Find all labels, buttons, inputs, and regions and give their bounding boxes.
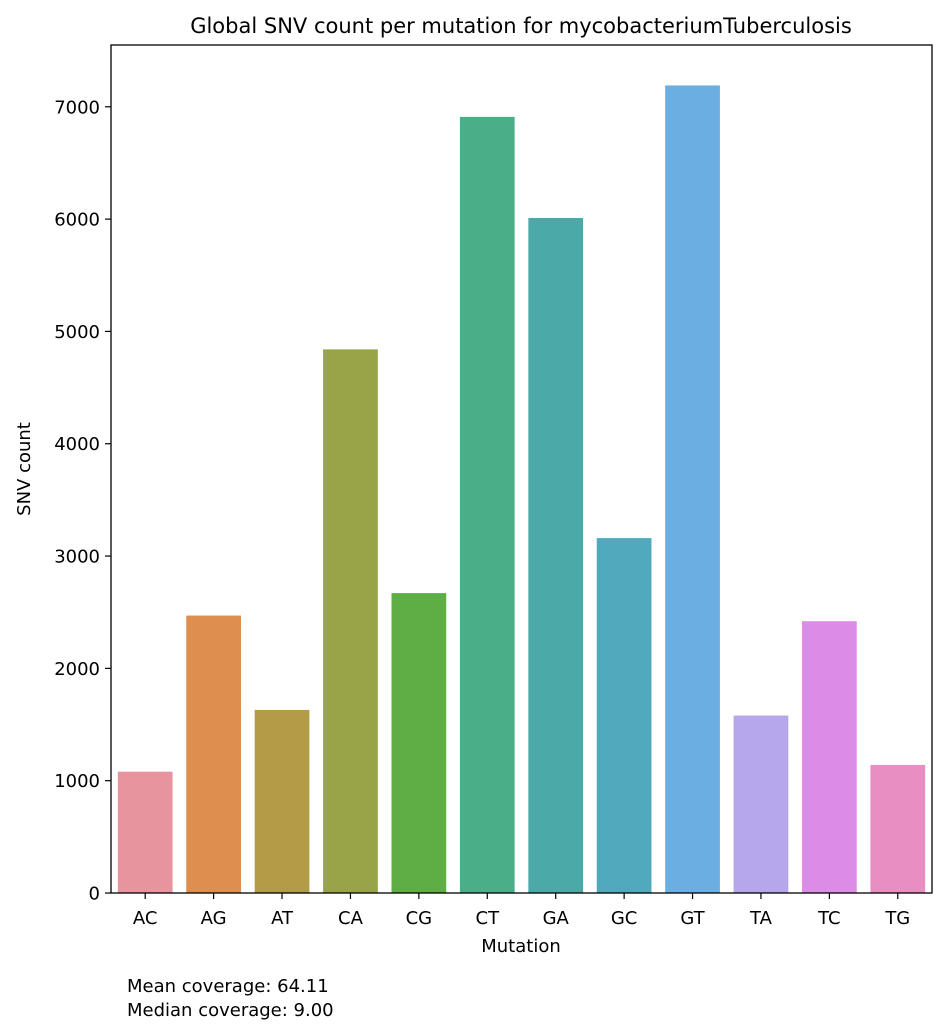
x-axis-label: Mutation (481, 936, 561, 957)
x-tick-label: AT (271, 908, 294, 929)
bar-cg (391, 593, 447, 893)
y-tick-label: 1000 (54, 771, 100, 792)
y-tick-label: 4000 (54, 434, 100, 455)
y-axis-ticks: 0 1000 2000 3000 4000 5000 6000 7000 (54, 97, 111, 905)
bars-group (117, 85, 926, 894)
y-tick-label: 0 (89, 884, 100, 905)
y-tick-label: 6000 (54, 210, 100, 231)
x-tick-label: CA (338, 908, 364, 929)
y-tick-label: 5000 (54, 322, 100, 343)
x-tick-label: GC (611, 908, 638, 929)
x-tick-label: TC (817, 908, 841, 929)
x-tick-label: AC (133, 908, 158, 929)
bar-ga (528, 217, 584, 894)
bar-tc (802, 621, 857, 893)
y-tick-label: 7000 (54, 97, 100, 118)
y-axis-label: SNV count (14, 422, 35, 516)
bar-gt (665, 85, 720, 894)
bar-ct (459, 116, 515, 893)
y-tick-label: 2000 (54, 659, 100, 680)
bar-at (254, 709, 310, 893)
chart-title: Global SNV count per mutation for mycoba… (190, 14, 852, 38)
x-tick-label: TA (749, 908, 773, 929)
x-tick-label: GT (680, 908, 705, 929)
plot-frame (110, 44, 933, 894)
y-tick-label: 3000 (54, 547, 100, 568)
x-tick-label: AG (201, 908, 227, 929)
x-axis-ticks: AC AG AT CA CG CT GA GC GT TA TC TG (133, 893, 910, 929)
mean-coverage-note: Mean coverage: 64.11 (127, 976, 329, 997)
bar-tg (870, 764, 926, 893)
x-tick-label: CT (476, 908, 501, 929)
x-tick-label: CG (406, 908, 433, 929)
bar-gc (596, 538, 652, 893)
median-coverage-note: Median coverage: 9.00 (127, 1000, 334, 1021)
bar-ag (186, 615, 241, 893)
x-tick-label: TG (884, 908, 910, 929)
bar-ca (323, 349, 378, 893)
x-tick-label: GA (543, 908, 570, 929)
bar-ta (733, 715, 789, 893)
bar-ac (117, 771, 173, 893)
